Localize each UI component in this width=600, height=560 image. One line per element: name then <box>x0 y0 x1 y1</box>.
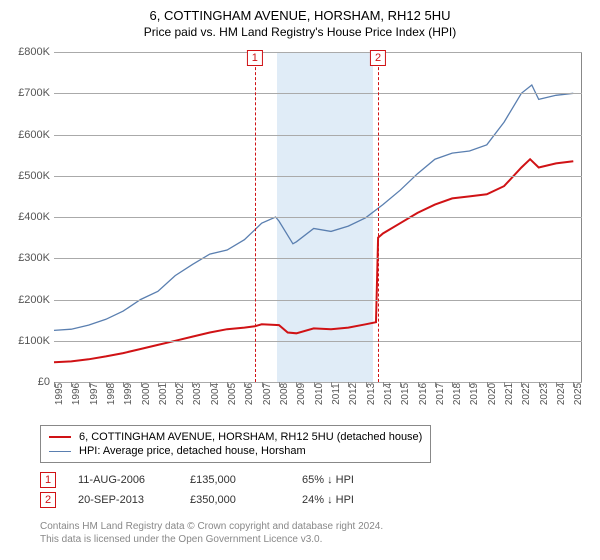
x-axis-label: 2024 <box>556 383 567 405</box>
x-axis-label: 2005 <box>227 383 238 405</box>
y-gridline <box>54 217 582 218</box>
x-axis-label: 2006 <box>244 383 255 405</box>
chart-title: 6, COTTINGHAM AVENUE, HORSHAM, RH12 5HU <box>0 0 600 23</box>
x-axis-label: 2020 <box>487 383 498 405</box>
sales-delta: 65% ↓ HPI <box>302 474 392 486</box>
series-price_paid <box>54 159 573 362</box>
y-gridline <box>54 52 582 53</box>
sales-delta: 24% ↓ HPI <box>302 494 392 506</box>
y-axis-label: £600K <box>18 129 50 141</box>
x-axis-label: 1996 <box>71 383 82 405</box>
x-axis-label: 2021 <box>504 383 515 405</box>
sale-marker-line <box>255 52 256 382</box>
legend-label: HPI: Average price, detached house, Hors… <box>79 445 306 457</box>
footnote-line-2: This data is licensed under the Open Gov… <box>40 533 383 546</box>
x-axis-label: 2001 <box>158 383 169 405</box>
legend-swatch <box>49 436 71 438</box>
series-hpi <box>54 85 573 330</box>
x-axis-label: 2014 <box>383 383 394 405</box>
y-gridline <box>54 176 582 177</box>
chart-plot-area: £0£100K£200K£300K£400K£500K£600K£700K£80… <box>54 52 582 382</box>
x-axis-label: 2004 <box>210 383 221 405</box>
x-axis-label: 2003 <box>192 383 203 405</box>
chart-subtitle: Price paid vs. HM Land Registry's House … <box>0 23 600 45</box>
y-axis-label: £200K <box>18 294 50 306</box>
y-gridline <box>54 93 582 94</box>
x-axis-label: 2018 <box>452 383 463 405</box>
x-axis-label: 2002 <box>175 383 186 405</box>
x-axis-label: 2015 <box>400 383 411 405</box>
sales-marker: 2 <box>40 492 56 508</box>
y-gridline <box>54 135 582 136</box>
y-axis-label: £0 <box>38 376 50 388</box>
x-axis-label: 2012 <box>348 383 359 405</box>
x-axis-label: 2007 <box>262 383 273 405</box>
y-gridline <box>54 258 582 259</box>
sales-date: 11-AUG-2006 <box>78 474 168 486</box>
x-axis-label: 1997 <box>89 383 100 405</box>
x-axis-label: 2025 <box>573 383 584 405</box>
sales-price: £350,000 <box>190 494 280 506</box>
x-axis-label: 2010 <box>314 383 325 405</box>
x-axis-label: 1995 <box>54 383 65 405</box>
legend-swatch <box>49 451 71 452</box>
sales-price: £135,000 <box>190 474 280 486</box>
legend-row: 6, COTTINGHAM AVENUE, HORSHAM, RH12 5HU … <box>49 430 422 444</box>
sales-row: 2 20-SEP-2013 £350,000 24% ↓ HPI <box>40 490 392 510</box>
x-axis-label: 2019 <box>469 383 480 405</box>
x-axis-label: 2022 <box>521 383 532 405</box>
sale-marker-box: 1 <box>247 50 263 66</box>
x-axis-label: 2000 <box>141 383 152 405</box>
footnote-line-1: Contains HM Land Registry data © Crown c… <box>40 520 383 533</box>
sales-row: 1 11-AUG-2006 £135,000 65% ↓ HPI <box>40 470 392 490</box>
footnote: Contains HM Land Registry data © Crown c… <box>40 520 383 546</box>
sales-date: 20-SEP-2013 <box>78 494 168 506</box>
y-axis-label: £500K <box>18 170 50 182</box>
y-axis-label: £100K <box>18 335 50 347</box>
x-axis-label: 2013 <box>366 383 377 405</box>
chart-legend: 6, COTTINGHAM AVENUE, HORSHAM, RH12 5HU … <box>40 425 431 463</box>
x-axis-label: 2016 <box>418 383 429 405</box>
y-gridline <box>54 300 582 301</box>
y-axis-label: £800K <box>18 46 50 58</box>
y-axis-label: £400K <box>18 211 50 223</box>
y-gridline <box>54 341 582 342</box>
sale-marker-line <box>378 52 379 382</box>
legend-label: 6, COTTINGHAM AVENUE, HORSHAM, RH12 5HU … <box>79 431 422 443</box>
sales-table: 1 11-AUG-2006 £135,000 65% ↓ HPI 2 20-SEP-201… <box>40 470 392 510</box>
x-axis-label: 1998 <box>106 383 117 405</box>
x-axis-label: 2023 <box>539 383 550 405</box>
y-axis-label: £300K <box>18 252 50 264</box>
x-axis-label: 2009 <box>296 383 307 405</box>
legend-row: HPI: Average price, detached house, Hors… <box>49 444 422 458</box>
sale-marker-box: 2 <box>370 50 386 66</box>
x-axis-label: 2008 <box>279 383 290 405</box>
x-axis-label: 2011 <box>331 383 342 405</box>
sales-marker: 1 <box>40 472 56 488</box>
y-axis-label: £700K <box>18 87 50 99</box>
x-axis-label: 2017 <box>435 383 446 405</box>
x-axis-label: 1999 <box>123 383 134 405</box>
